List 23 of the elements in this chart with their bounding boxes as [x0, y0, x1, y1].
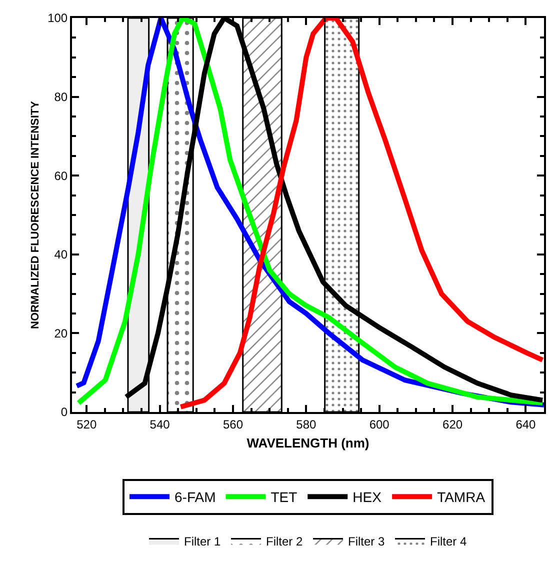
- legend-label: TAMRA: [437, 489, 486, 506]
- y-axis-title: NORMALIZED FLUORESCENCE INTENSITY: [30, 100, 42, 329]
- x-tick-label: 600: [369, 417, 390, 432]
- x-tick-label: 520: [76, 417, 97, 432]
- legend-label: Filter 2: [266, 534, 303, 548]
- y-tick-label: 60: [54, 168, 68, 183]
- y-tick-label: 100: [48, 11, 68, 26]
- x-tick-label: 540: [150, 417, 170, 432]
- x-axis-title: WAVELENGTH (nm): [246, 436, 370, 450]
- y-tick-label: 20: [54, 326, 68, 340]
- legend-label: HEX: [352, 489, 382, 506]
- y-tick-label: 0: [60, 405, 68, 420]
- x-tick-label: 560: [222, 417, 244, 432]
- legend-label: Filter 3: [348, 534, 385, 548]
- x-tick-label: 620: [442, 417, 463, 432]
- y-tick-label: 80: [54, 90, 68, 104]
- x-tick-label: 580: [296, 417, 316, 432]
- x-tick-label: 640: [516, 417, 536, 432]
- legend-label: TET: [270, 489, 298, 506]
- legend-label: Filter 4: [430, 534, 467, 548]
- legend-label: Filter 1: [184, 534, 221, 548]
- legend-label: 6-FAM: [174, 489, 216, 506]
- y-tick-label: 40: [54, 248, 68, 262]
